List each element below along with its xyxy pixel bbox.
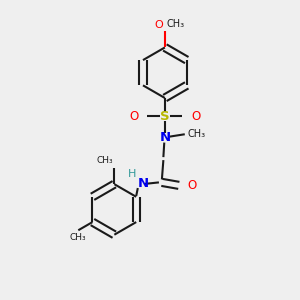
Text: CH₃: CH₃ (187, 129, 205, 139)
Text: CH₃: CH₃ (166, 19, 184, 29)
Text: CH₃: CH₃ (96, 157, 113, 166)
Text: N: N (138, 177, 149, 190)
Text: O: O (191, 110, 201, 123)
Text: O: O (154, 20, 164, 30)
Text: N: N (159, 131, 170, 144)
Text: H: H (128, 169, 136, 179)
Text: S: S (160, 110, 170, 123)
Text: O: O (129, 110, 138, 123)
Text: O: O (187, 179, 196, 192)
Text: CH₃: CH₃ (70, 233, 87, 242)
